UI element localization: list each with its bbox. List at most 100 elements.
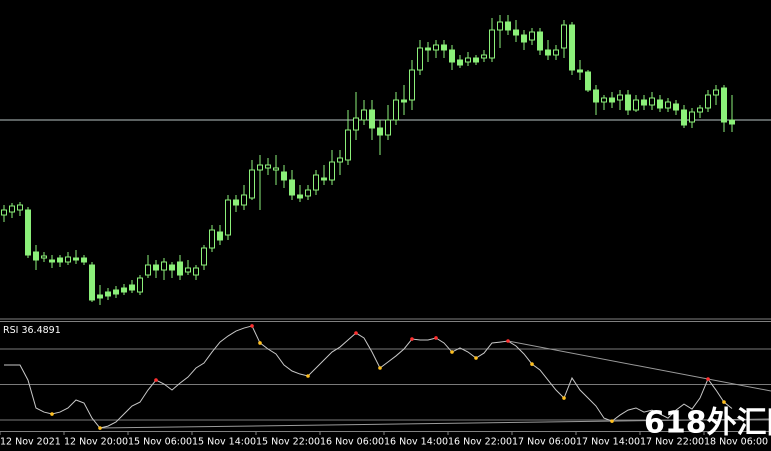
trough-dot (562, 396, 566, 400)
candle-body (409, 69, 415, 101)
candle-body (97, 294, 103, 299)
candle-body (705, 94, 711, 109)
candle-body (289, 179, 295, 196)
candle-body (561, 24, 567, 49)
candle-body (233, 199, 239, 206)
x-tick-label: 17 Nov 14:00 (576, 437, 640, 448)
candle-body (473, 57, 479, 63)
peak-dot (354, 331, 358, 335)
candle-body (313, 174, 319, 191)
candle-body (729, 119, 735, 125)
candle-body (545, 49, 551, 56)
x-tick-label: 15 Nov 06:00 (128, 437, 192, 448)
trough-dot (450, 350, 454, 354)
trough-dot (258, 341, 262, 345)
candle-body (665, 101, 671, 109)
candle-body (17, 204, 23, 211)
candle-body (169, 264, 175, 271)
candle-body (361, 109, 367, 121)
candle-body (113, 289, 119, 295)
candle-body (257, 164, 263, 171)
rsi-pane (0, 324, 771, 430)
candle-body (497, 21, 503, 31)
candle-body (657, 99, 663, 109)
candle-body (457, 59, 463, 66)
candle-body (569, 24, 575, 71)
x-tick-label: 18 Nov 06:00 (704, 437, 768, 448)
peak-dot (706, 377, 710, 381)
candle-body (697, 107, 703, 113)
candle-body (441, 44, 447, 51)
candle-body (217, 231, 223, 241)
candle-body (65, 256, 71, 263)
candle-body (649, 97, 655, 106)
x-tick-label: 15 Nov 14:00 (192, 437, 256, 448)
candle-body (593, 89, 599, 103)
candle-body (249, 169, 255, 199)
candle-body (81, 257, 87, 263)
candle-body (689, 111, 695, 123)
candle-body (377, 127, 383, 136)
candle-body (521, 34, 527, 43)
candle-body (273, 167, 279, 171)
peak-dot (410, 337, 414, 341)
x-tick-label: 12 Nov 2021 (0, 437, 61, 448)
candle-body (585, 71, 591, 91)
candle-body (385, 119, 391, 136)
trough-dot (306, 374, 310, 378)
trend-line (507, 340, 771, 392)
candle-body (721, 87, 727, 123)
candle-body (193, 267, 199, 276)
candle-body (625, 94, 631, 111)
candle-body (481, 54, 487, 59)
trough-dot (722, 400, 726, 404)
rsi-name: RSI (3, 325, 18, 336)
peak-dot (154, 378, 158, 382)
candle-body (713, 89, 719, 96)
candle-body (513, 29, 519, 36)
price-pane (0, 15, 771, 305)
x-tick-label: 15 Nov 22:00 (256, 437, 320, 448)
x-tick-label: 17 Nov 22:00 (640, 437, 704, 448)
candle-body (337, 157, 343, 163)
candle-body (393, 99, 399, 121)
candle-body (617, 94, 623, 101)
candle-body (33, 251, 39, 261)
candle-body (201, 247, 207, 266)
candle-body (73, 257, 79, 261)
candle-body (105, 291, 111, 297)
x-axis: 12 Nov 2021 12 Nov 20:00 15 Nov 06:00 15 No… (0, 431, 768, 448)
candle-body (369, 109, 375, 129)
trough-dot (378, 366, 382, 370)
candle-body (401, 99, 407, 103)
candle-body (529, 31, 535, 41)
x-tick-label: 16 Nov 22:00 (448, 437, 512, 448)
candle-body (329, 161, 335, 181)
candle-body (505, 21, 511, 31)
candle-body (321, 177, 327, 181)
candle-body (25, 209, 31, 256)
candle-body (489, 29, 495, 59)
candle-body (609, 97, 615, 103)
candle-body (209, 229, 215, 249)
trough-dot (474, 356, 478, 360)
candle-body (185, 267, 191, 273)
candle-body (601, 97, 607, 103)
x-tick-label: 16 Nov 14:00 (384, 437, 448, 448)
candle-body (161, 261, 167, 271)
candle-body (121, 287, 127, 293)
candle-body (537, 31, 543, 51)
candle-body (225, 199, 231, 236)
candle-body (9, 205, 15, 213)
candle-body (577, 69, 583, 73)
watermark: 618外汇网 (644, 406, 771, 441)
candle-body (449, 49, 455, 63)
x-tick-label: 16 Nov 06:00 (320, 437, 384, 448)
candle-body (137, 277, 143, 293)
candle-body (465, 57, 471, 63)
rsi-value: 36.4891 (21, 325, 60, 336)
candle-body (265, 164, 271, 169)
